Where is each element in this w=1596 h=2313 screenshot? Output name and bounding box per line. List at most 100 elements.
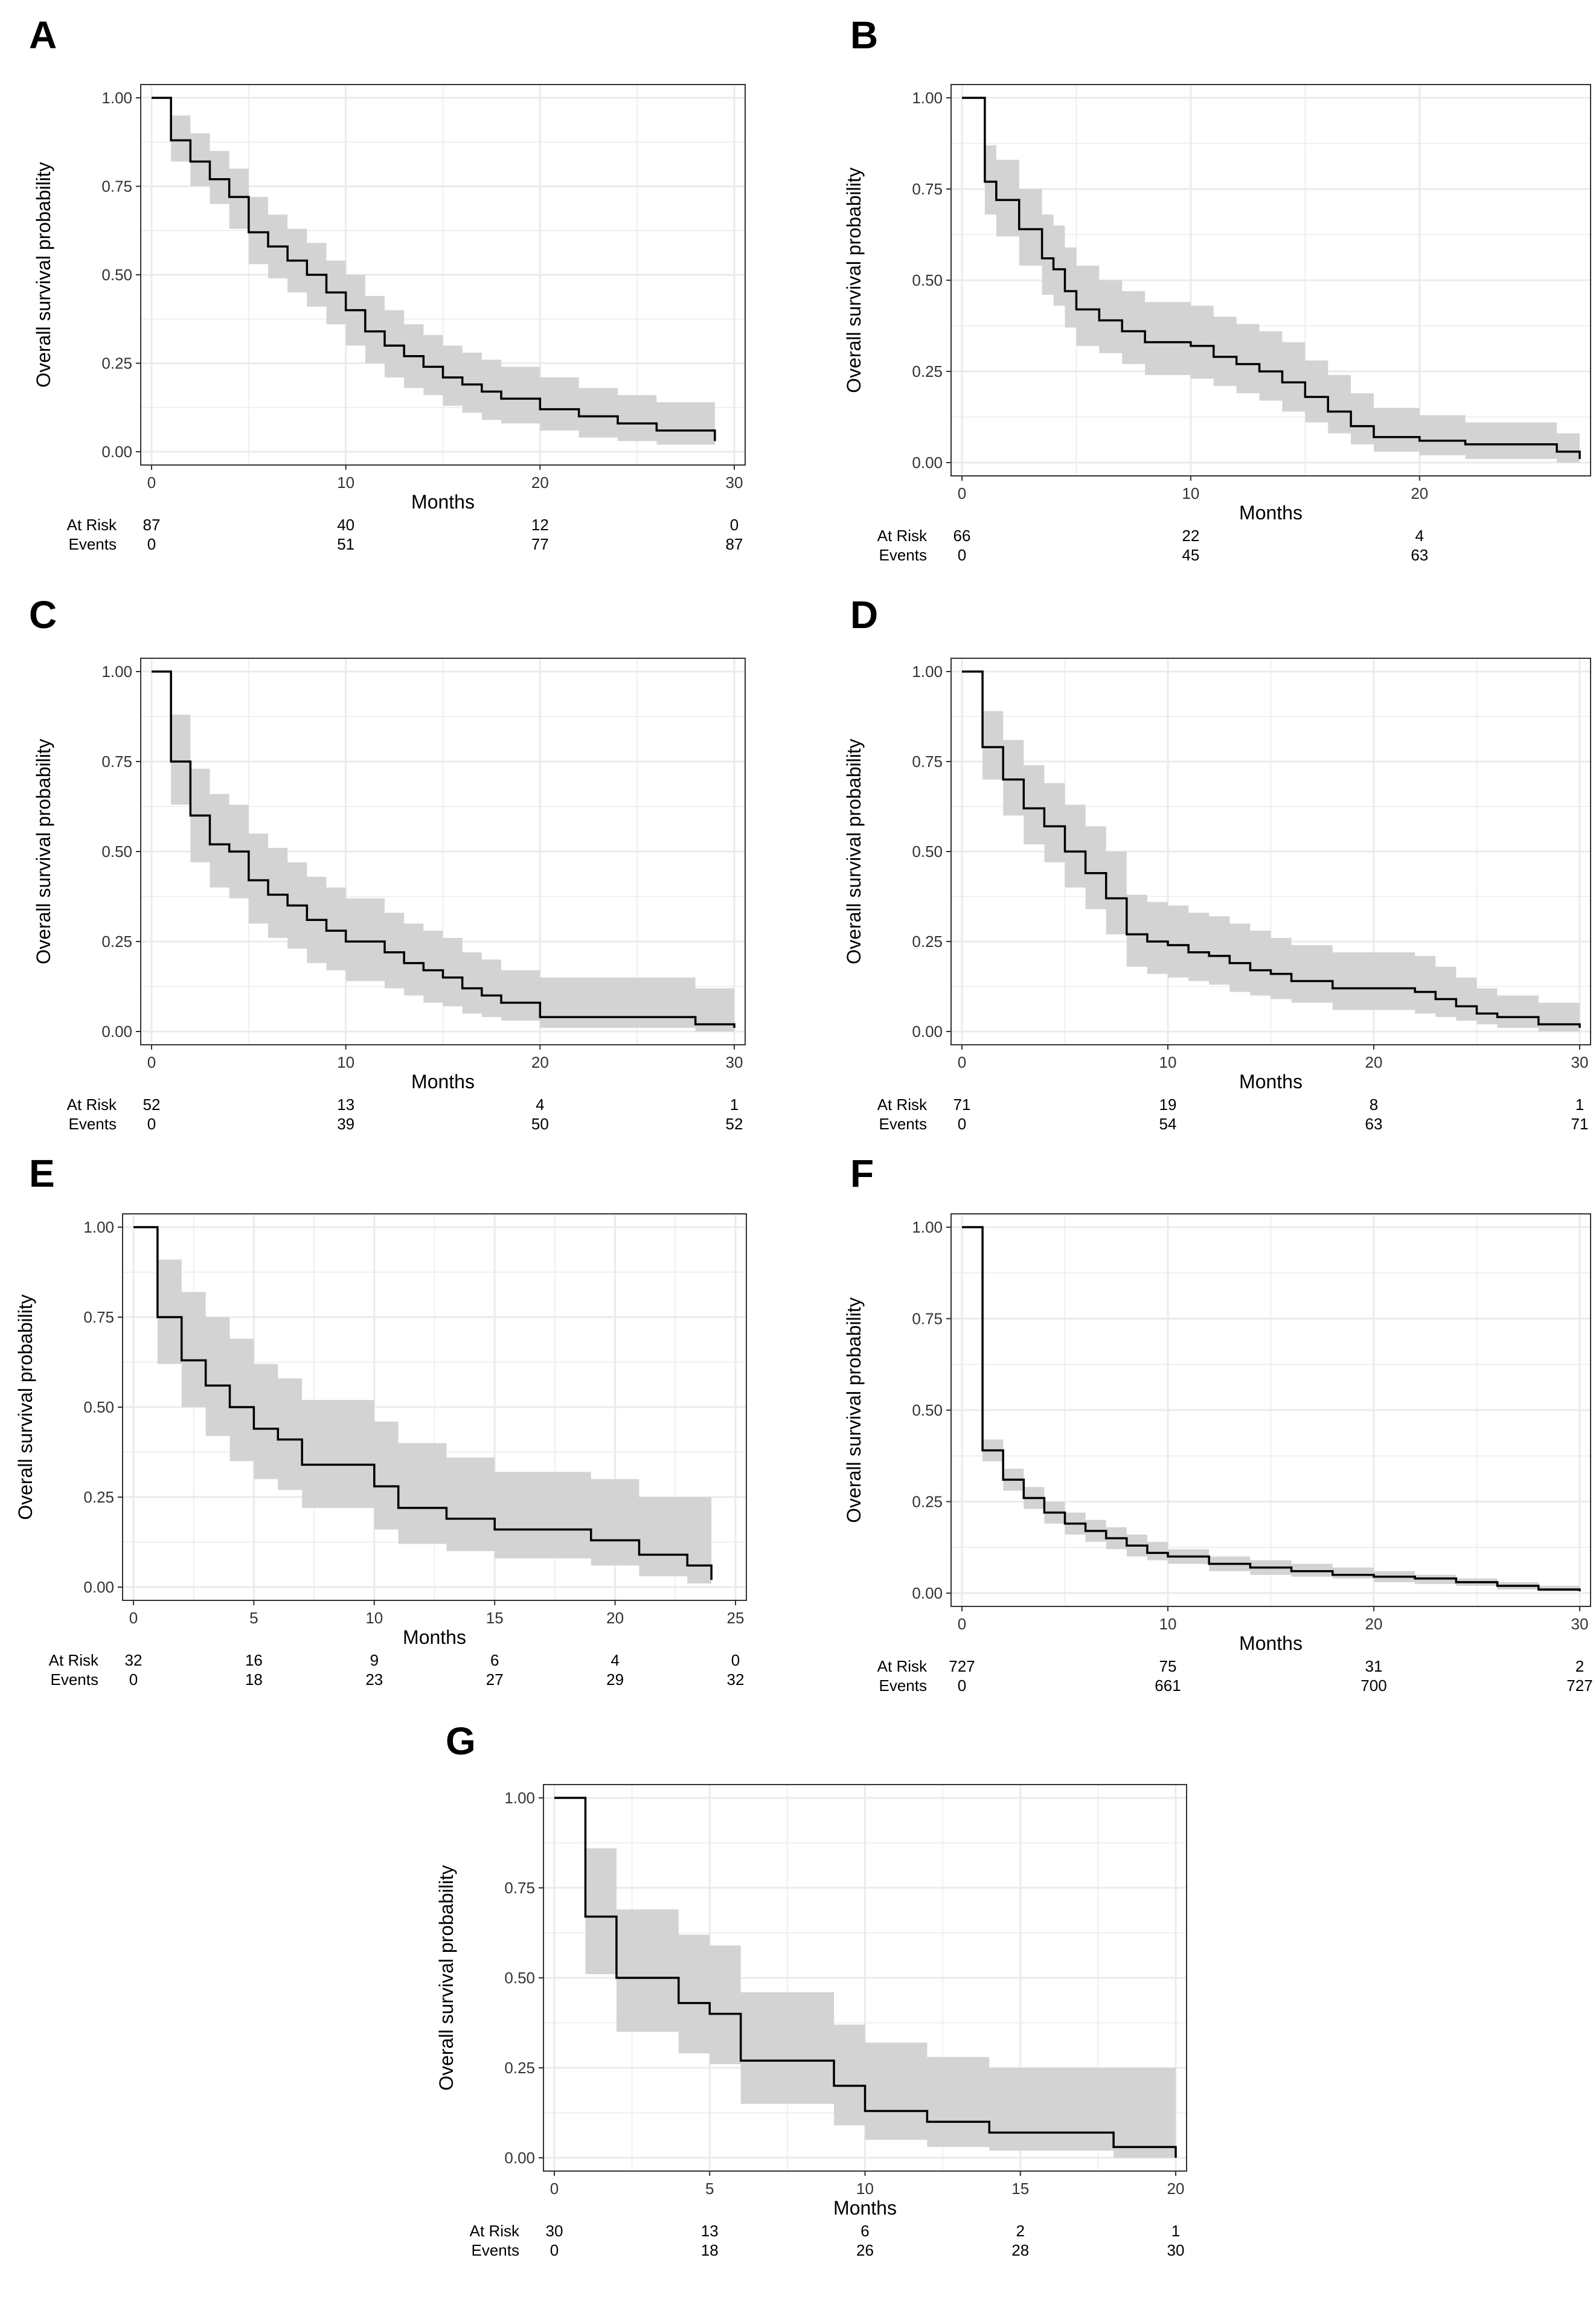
events-label: Events	[879, 1115, 928, 1133]
confidence-band	[133, 1227, 712, 1587]
events-value: 54	[1159, 1115, 1177, 1133]
x-tick-label: 5	[705, 2180, 714, 2198]
panel-e: E 0.00 0.25 0.50 0.75 1.00 0 5 10 15 20 25 Months Ove…	[14, 1152, 747, 1689]
x-tick-label: 30	[726, 473, 743, 492]
at-risk-value: 2	[1016, 2222, 1025, 2240]
events-value: 32	[727, 1670, 745, 1689]
at-risk-value: 6	[860, 2222, 869, 2240]
x-tick-label: 30	[1571, 1615, 1589, 1633]
at-risk-value: 1	[730, 1096, 739, 1114]
y-tick-label: 0.00	[912, 1584, 943, 1602]
y-tick-label: 0.00	[912, 454, 943, 472]
at-risk-value: 71	[953, 1096, 971, 1114]
y-axis-title: Overall survival probability	[843, 167, 865, 393]
y-tick-label: 1.00	[912, 662, 943, 681]
events-value: 26	[856, 2241, 874, 2259]
x-axis-title: Months	[833, 2197, 897, 2219]
x-tick-label: 10	[337, 1053, 354, 1071]
x-axis-title: Months	[1239, 1071, 1303, 1092]
survival-curve	[962, 97, 1581, 459]
events-value: 63	[1365, 1115, 1383, 1133]
x-tick-label: 0	[958, 1053, 966, 1071]
at-risk-label: At Risk	[49, 1651, 99, 1669]
y-tick-label: 0.75	[83, 1308, 114, 1326]
events-value: 28	[1011, 2241, 1029, 2259]
events-value: 18	[245, 1670, 263, 1689]
events-label: Events	[69, 1115, 117, 1133]
at-risk-value: 13	[337, 1096, 354, 1114]
panel-letter: F	[850, 1152, 874, 1195]
y-tick-label: 1.00	[101, 662, 132, 681]
y-tick-label: 0.25	[101, 354, 132, 373]
panel-d: D0.000.250.500.751.000 10 20 30MonthsOveral…	[843, 593, 1591, 1133]
y-tick-label: 0.00	[912, 1022, 943, 1041]
x-tick-label: 10	[337, 473, 354, 492]
y-tick-label: 1.00	[101, 89, 132, 107]
at-risk-label: At Risk	[877, 527, 928, 545]
survival-curve	[962, 1226, 1581, 1591]
events-value: 700	[1360, 1676, 1386, 1695]
at-risk-value: 75	[1159, 1657, 1177, 1675]
x-tick-label: 20	[606, 1609, 624, 1627]
y-tick-label: 1.00	[912, 1218, 943, 1236]
events-value: 23	[365, 1670, 383, 1689]
y-tick-label: 0.50	[912, 271, 943, 289]
x-axis-title: Months	[1239, 1632, 1303, 1654]
survival-curve	[133, 1226, 713, 1580]
survival-curve	[554, 1797, 1177, 2158]
at-risk-value: 52	[143, 1096, 161, 1114]
events-value: 727	[1566, 1676, 1592, 1695]
at-risk-value: 1	[1171, 2222, 1180, 2240]
panel-letter: D	[850, 593, 878, 637]
y-tick-label: 0.50	[83, 1398, 114, 1416]
events-value: 52	[726, 1115, 743, 1133]
panel-letter: A	[29, 13, 57, 57]
y-tick-label: 1.00	[504, 1789, 535, 1807]
at-risk-value: 2	[1575, 1657, 1584, 1675]
y-tick-label: 0.75	[912, 180, 943, 198]
events-value: 0	[958, 1676, 966, 1695]
y-tick-label: 0.75	[101, 752, 132, 771]
x-tick-label: 20	[1365, 1053, 1383, 1071]
at-risk-value: 8	[1370, 1096, 1378, 1114]
x-tick-label: 0	[550, 2180, 559, 2198]
y-axis-title: Overall survival probability	[843, 739, 865, 964]
at-risk-value: 727	[949, 1657, 975, 1675]
events-label: Events	[472, 2241, 520, 2259]
y-tick-label: 0.25	[912, 1493, 943, 1511]
y-axis-title: Overall survival probability	[33, 162, 54, 387]
events-value: 27	[486, 1670, 504, 1689]
at-risk-value: 19	[1159, 1096, 1177, 1114]
at-risk-value: 22	[1182, 527, 1199, 545]
x-axis-title: Months	[403, 1626, 466, 1648]
at-risk-value: 0	[731, 1651, 740, 1669]
events-value: 71	[1571, 1115, 1589, 1133]
x-tick-label: 5	[249, 1609, 258, 1627]
y-axis-title: Overall survival probability	[435, 1865, 457, 2090]
confidence-band	[152, 98, 715, 452]
x-axis-title: Months	[411, 1071, 475, 1092]
x-tick-label: 0	[147, 473, 156, 492]
panel-letter: G	[446, 1719, 476, 1763]
y-tick-label: 0.25	[912, 932, 943, 951]
x-tick-label: 0	[958, 484, 966, 502]
at-risk-value: 32	[125, 1651, 143, 1669]
panel-letter: B	[850, 13, 878, 57]
at-risk-value: 6	[490, 1651, 499, 1669]
events-value: 0	[147, 535, 156, 553]
x-tick-label: 0	[147, 1053, 156, 1071]
at-risk-value: 31	[1365, 1657, 1383, 1675]
y-tick-label: 1.00	[83, 1218, 114, 1236]
confidence-band	[962, 98, 1580, 463]
events-value: 18	[701, 2241, 719, 2259]
events-value: 29	[606, 1670, 624, 1689]
at-risk-value: 30	[546, 2222, 563, 2240]
y-tick-label: 0.25	[504, 2059, 535, 2077]
at-risk-label: At Risk	[67, 1096, 117, 1114]
confidence-band	[554, 1798, 1176, 2158]
x-tick-label: 15	[1011, 2180, 1029, 2198]
at-risk-value: 1	[1575, 1096, 1584, 1114]
events-value: 0	[550, 2241, 559, 2259]
y-tick-label: 0.50	[101, 266, 132, 284]
events-label: Events	[69, 535, 117, 553]
